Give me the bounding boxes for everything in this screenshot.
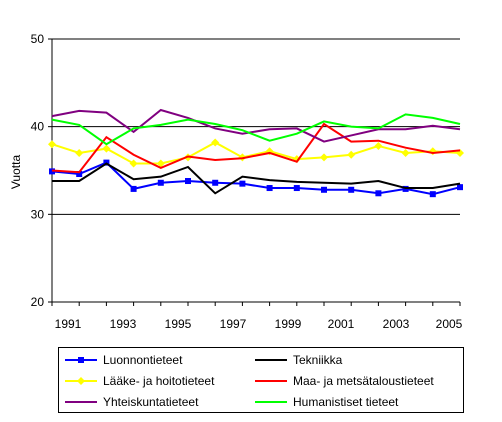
data-point [156, 159, 165, 168]
y-tick-label: 40 [31, 120, 45, 134]
data-point [48, 140, 56, 149]
gridlines [52, 38, 460, 215]
legend-swatch [65, 357, 97, 363]
series-line [51, 161, 461, 196]
data-point [76, 171, 83, 178]
data-point [78, 357, 84, 363]
data-point [347, 150, 356, 159]
x-tick-label: 1995 [165, 317, 192, 331]
series-line [51, 141, 461, 165]
x-tick-label: 2003 [383, 317, 410, 331]
y-axis-label: Vuotta [9, 155, 23, 190]
data-point [321, 186, 327, 193]
series-yhteiskuntatieteet [51, 108, 461, 143]
x-tick-labels: 1991 1993 1995 1997 1999 2001 2003 2005 [51, 302, 463, 331]
series-line [52, 162, 461, 195]
legend-item: Maa- ja metsätaloustieteet [253, 372, 434, 390]
data-point [75, 148, 84, 157]
legend-label: Tekniikka [293, 353, 343, 367]
legend-item: Yhteiskuntatieteet [63, 393, 198, 411]
legend-item: Lääke- ja hoitotieteet [63, 372, 214, 390]
line-chart: 20 30 40 50 1991 1993 1995 1997 1999 2001 2003 200… [9, 32, 464, 331]
series-lines [48, 108, 464, 198]
data-point [375, 190, 382, 197]
legend-label: Humanistiset tieteet [293, 395, 399, 409]
legend-item: Luonnontieteet [63, 351, 182, 369]
data-point [130, 185, 137, 192]
data-point [266, 185, 273, 192]
legend-label: Maa- ja metsätaloustieteet [293, 374, 434, 388]
series-tekniikka [52, 162, 461, 195]
series-line [51, 113, 461, 146]
data-point [211, 138, 220, 147]
data-point [293, 185, 300, 192]
data-point [239, 180, 246, 187]
legend-swatch [255, 380, 287, 382]
x-tick-label: 2005 [436, 317, 463, 331]
data-point [157, 179, 164, 186]
y-tick-label: 50 [31, 32, 45, 46]
data-point [401, 148, 410, 157]
data-point [185, 178, 191, 185]
legend-label: Lääke- ja hoitotieteet [103, 374, 215, 388]
data-point [374, 141, 383, 150]
data-point [429, 191, 436, 198]
series-line [51, 122, 461, 174]
x-tick-label: 1999 [275, 317, 302, 331]
x-tick-label: 1991 [55, 317, 82, 331]
series-humanistiset-tieteet [51, 113, 461, 146]
legend-label: Yhteiskuntatieteet [103, 395, 199, 409]
legend-label: Luonnontieteet [103, 353, 183, 367]
x-tick-label: 1993 [110, 317, 137, 331]
y-tick-label: 20 [31, 295, 45, 309]
series-line [51, 108, 461, 143]
data-point [348, 186, 355, 193]
legend-swatch [255, 401, 287, 403]
x-tick-label: 2001 [328, 317, 355, 331]
data-point [129, 159, 138, 168]
y-tick-labels: 20 30 40 50 [31, 32, 52, 309]
x-tick-label: 1997 [220, 317, 247, 331]
legend-swatch [65, 401, 97, 403]
legend-item: Humanistiset tieteet [253, 393, 398, 411]
legend: Luonnontieteet Tekniikka Lääke- ja hoitoti… [58, 347, 464, 413]
data-point [428, 147, 437, 156]
legend-item: Tekniikka [253, 351, 342, 369]
data-point [457, 184, 463, 191]
data-point [77, 377, 85, 385]
series-maa-ja-mets-taloustieteet [51, 122, 461, 174]
data-point [320, 153, 328, 162]
legend-swatch [255, 359, 287, 361]
legend-swatch [65, 377, 97, 385]
y-tick-label: 30 [31, 207, 45, 221]
data-point [212, 179, 219, 186]
data-point [102, 144, 111, 153]
